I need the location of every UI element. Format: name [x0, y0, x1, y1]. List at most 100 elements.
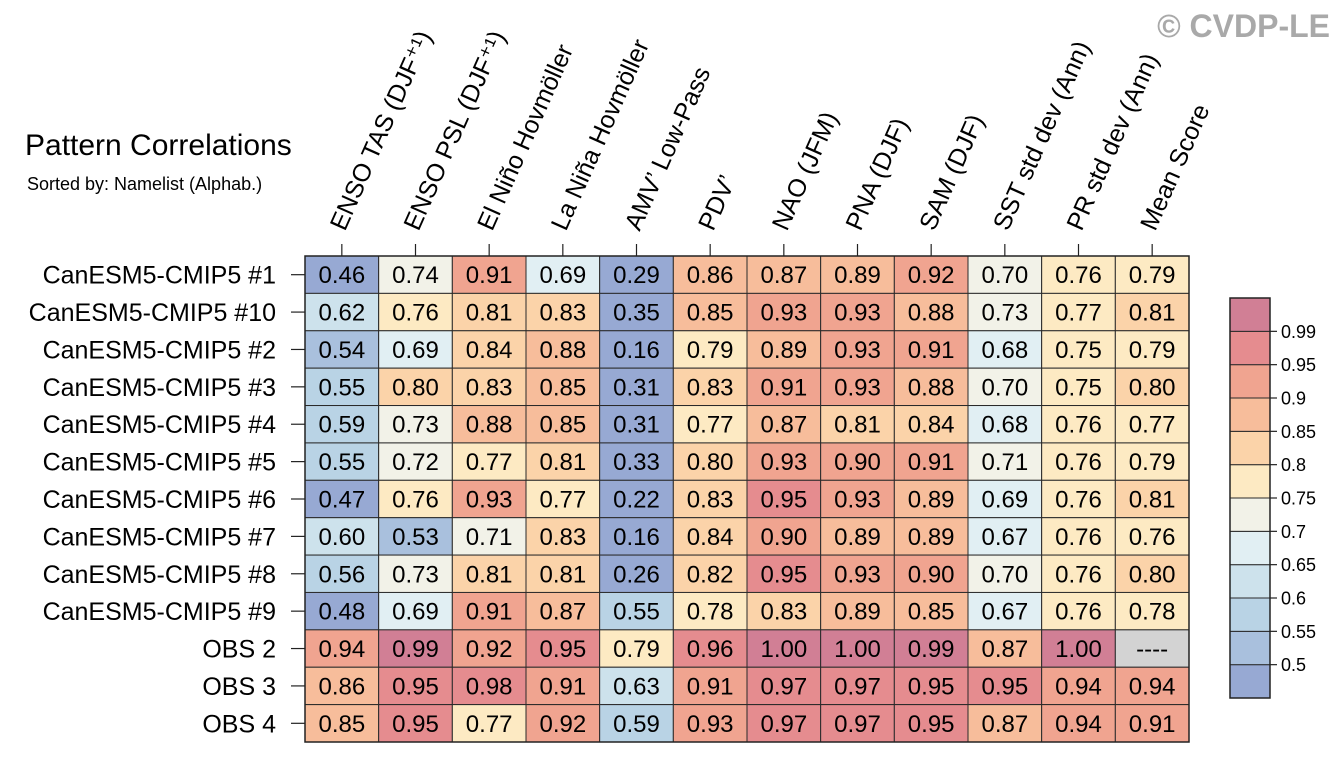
- cell-value: 0.55: [318, 449, 365, 476]
- cell-value: 0.70: [981, 262, 1028, 289]
- cell-value: 0.91: [908, 337, 955, 364]
- cell-value: 0.81: [1129, 487, 1176, 514]
- colorbar-label: 0.8: [1281, 455, 1306, 475]
- cell-value: 0.69: [392, 599, 439, 626]
- heatmap-cell: [1041, 591, 1116, 631]
- heatmap-cell: [746, 704, 822, 743]
- cell-value: 0.69: [539, 262, 586, 289]
- heatmap-cell: [746, 554, 822, 593]
- colorbar: 0.5 0.55 0.6 0.65 0.7 0.75 0.8 0.85 0.9 0.95 0.99: [1229, 297, 1316, 699]
- cell-value: 0.77: [687, 412, 734, 439]
- cell-value: 0.88: [908, 374, 955, 401]
- heatmap-cell: [746, 479, 822, 519]
- cell-value: 0.87: [760, 412, 807, 439]
- cell-value: 1.00: [834, 636, 881, 663]
- heatmap-cell: [378, 367, 453, 407]
- heatmap-cell: [820, 255, 895, 294]
- heatmap-cell: [746, 255, 822, 294]
- cell-value: 0.77: [1055, 300, 1102, 327]
- cell-value: 0.76: [1055, 524, 1102, 551]
- column-header: PDV’: [693, 171, 742, 234]
- cell-value: 0.55: [318, 374, 365, 401]
- cell-value: 0.81: [1129, 300, 1176, 327]
- cell-value: 0.29: [613, 262, 660, 289]
- cell-value: 0.81: [466, 561, 513, 588]
- cell-value: 0.54: [318, 337, 365, 364]
- colorbar-label: 0.7: [1281, 522, 1306, 542]
- cell-value: 0.70: [981, 374, 1028, 401]
- cell-value: 0.91: [760, 374, 807, 401]
- heatmap-cell: [599, 666, 674, 706]
- heatmap-cell: [451, 554, 527, 593]
- colorbar-band: [1229, 530, 1271, 566]
- cell-value: 0.91: [539, 673, 586, 700]
- cell-value: 0.87: [760, 262, 807, 289]
- row-label: CanESM5-CMIP5 #5: [43, 449, 276, 477]
- heatmap-cell: [967, 367, 1043, 407]
- cell-value: 0.55: [613, 599, 660, 626]
- cell-value: 1.00: [1055, 636, 1102, 663]
- cell-value: 0.67: [981, 599, 1028, 626]
- row-label: OBS 3: [202, 673, 276, 701]
- cell-value: 0.77: [1129, 412, 1176, 439]
- heatmap-cell: [967, 629, 1043, 668]
- cell-value: 0.80: [1129, 561, 1176, 588]
- heatmap-cell: [451, 405, 527, 444]
- cell-value: 1.00: [760, 636, 807, 663]
- heatmap-cell: [820, 405, 895, 444]
- heatmap-cell: [893, 517, 969, 556]
- row-labels: CanESM5-CMIP5 #1 CanESM5-CMIP5 #10 CanESM5…: [29, 262, 305, 738]
- heatmap-cell: [1114, 255, 1190, 294]
- cell-value: 0.93: [834, 374, 881, 401]
- heatmap-cell: [451, 479, 527, 519]
- heatmap-cell: [525, 704, 601, 743]
- cell-value: 0.83: [539, 524, 586, 551]
- cell-value: 0.87: [539, 599, 586, 626]
- heatmap-cell: [1041, 704, 1116, 743]
- heatmap-cell: [893, 367, 969, 407]
- colorbar-band: [1229, 630, 1271, 666]
- cell-value: 0.94: [1055, 711, 1102, 738]
- cell-value: 0.97: [760, 711, 807, 738]
- heatmap-cell: [378, 554, 453, 593]
- cell-value: 0.56: [318, 561, 365, 588]
- heatmap-cell: [672, 629, 748, 668]
- colorbar-band: [1229, 664, 1271, 699]
- cell-value: 0.89: [834, 262, 881, 289]
- cell-value: 0.92: [908, 262, 955, 289]
- cell-value: 0.97: [760, 673, 807, 700]
- heatmap-cell: [746, 629, 822, 668]
- heatmap-frame: [304, 255, 1190, 743]
- heatmap-cell: [746, 405, 822, 444]
- cell-value: 0.86: [318, 673, 365, 700]
- row-label: OBS 2: [202, 636, 276, 664]
- cell-value: 0.67: [981, 524, 1028, 551]
- cell-value: 0.93: [760, 449, 807, 476]
- colorbar-label: 0.5: [1281, 655, 1306, 675]
- heatmap-cell: [893, 704, 969, 743]
- heatmap-cell: [820, 330, 895, 369]
- heatmap-cell: [820, 442, 895, 481]
- heatmap-cell: [967, 405, 1043, 444]
- cell-value: 0.91: [1129, 711, 1176, 738]
- cell-value: 0.94: [1055, 673, 1102, 700]
- cell-value: 0.80: [1129, 374, 1176, 401]
- colorbar-band: [1229, 330, 1271, 366]
- cell-value: 0.82: [687, 561, 734, 588]
- cell-value: 0.79: [613, 636, 660, 663]
- heatmap-cell: [893, 292, 969, 332]
- heatmap-cell: [525, 591, 601, 631]
- heatmap-cell: [746, 292, 822, 332]
- cell-value: 0.98: [466, 673, 513, 700]
- row-label: CanESM5-CMIP5 #9: [43, 598, 276, 626]
- cell-value: 0.46: [318, 262, 365, 289]
- heatmap-cell: [599, 405, 674, 444]
- heatmap-cell: [672, 704, 748, 743]
- cell-value: 0.48: [318, 599, 365, 626]
- cell-value: 0.76: [1055, 262, 1102, 289]
- cell-value: 0.35: [613, 300, 660, 327]
- cell-value: 0.84: [466, 337, 513, 364]
- heatmap-cell: [1114, 666, 1190, 706]
- heatmap-cell: [304, 591, 380, 631]
- cell-value: 0.88: [466, 412, 513, 439]
